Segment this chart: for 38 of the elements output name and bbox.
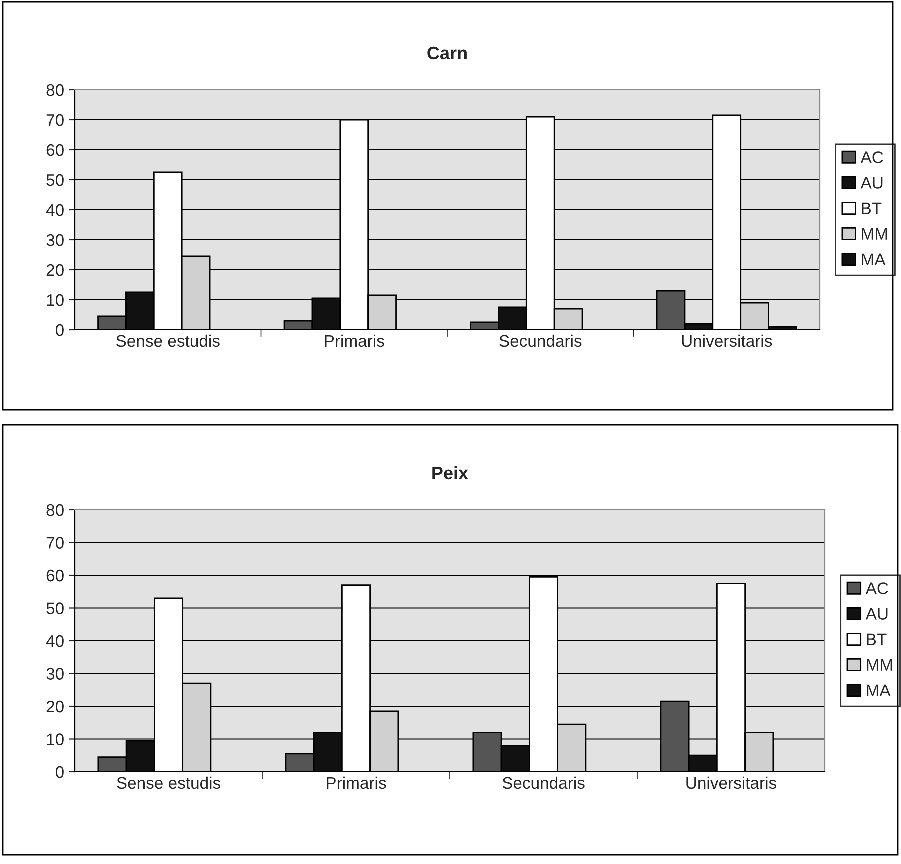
y-tick-label: 50 xyxy=(46,174,64,186)
x-tick-label: Secundaris xyxy=(502,776,585,790)
legend-label: BT xyxy=(867,634,887,646)
y-tick-label: 0 xyxy=(56,766,64,778)
legend-label: MM xyxy=(862,228,888,240)
y-tick-label: 30 xyxy=(46,234,64,246)
legend-label: AC xyxy=(866,582,888,594)
chart-title: Carn xyxy=(428,46,467,60)
x-tick-label: Primaris xyxy=(325,334,384,348)
y-tick-label: 40 xyxy=(46,204,64,216)
y-tick-label: 0 xyxy=(56,324,64,336)
y-tick-label: 40 xyxy=(46,635,64,648)
y-tick-label: 60 xyxy=(46,570,64,582)
y-tick-label: 70 xyxy=(46,537,64,549)
legend-label: MA xyxy=(867,684,891,696)
legend-label: MM xyxy=(867,659,892,671)
x-tick-label: Sense estudis xyxy=(116,334,220,348)
y-tick-label: 20 xyxy=(46,264,64,276)
x-tick-label: Sense estudis xyxy=(117,776,220,790)
legend-label: MA xyxy=(862,254,886,266)
y-tick-label: 80 xyxy=(46,504,64,516)
chart-title: Peix xyxy=(432,466,468,480)
y-tick-label: 50 xyxy=(46,602,64,614)
x-tick-label: Universitaris xyxy=(686,776,776,790)
y-tick-label: 60 xyxy=(46,144,64,156)
legend-label: AU xyxy=(860,177,883,189)
y-tick-label: 80 xyxy=(46,84,64,96)
y-tick-label: 10 xyxy=(47,294,64,306)
y-tick-label: 10 xyxy=(47,734,64,746)
y-tick-label: 70 xyxy=(46,114,64,126)
legend-label: AU xyxy=(866,608,888,620)
legend-label: BT xyxy=(862,202,882,214)
x-tick-label: Secundaris xyxy=(500,334,582,348)
y-tick-label: 20 xyxy=(46,700,64,713)
y-tick-label: 30 xyxy=(46,668,64,680)
x-tick-label: Primaris xyxy=(327,776,386,790)
x-tick-label: Universitaris xyxy=(682,334,772,348)
legend-label: AC xyxy=(860,152,884,164)
